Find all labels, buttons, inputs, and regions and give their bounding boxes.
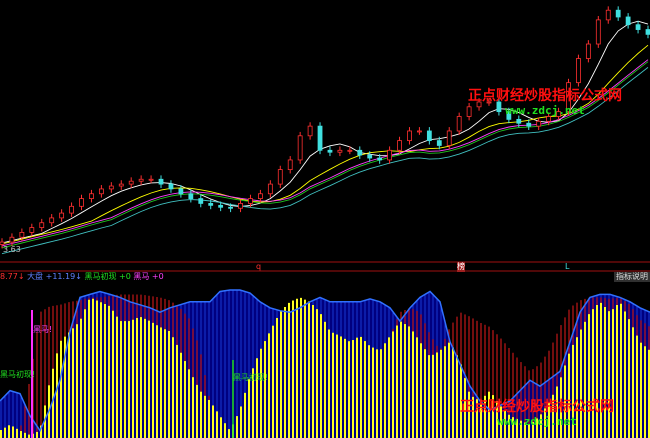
- watermark-en: www.zdcj.net: [497, 415, 577, 428]
- candle-down: [188, 193, 194, 199]
- candle-down: [357, 149, 363, 156]
- candle-up: [29, 227, 35, 233]
- signal-heima: 黑马!: [33, 325, 53, 334]
- price-low-label: 3.63: [3, 245, 21, 254]
- candle-up: [287, 159, 293, 171]
- candle-up: [536, 120, 542, 127]
- candle-down: [615, 9, 621, 18]
- watermark-top: 正点财经炒股指标公式网 www.zdcj.net: [468, 88, 622, 117]
- legend-dapan: 大盘: [27, 272, 44, 281]
- candle-up: [337, 149, 343, 153]
- watermark-bottom: 正点财经炒股指标公式网 www.zdcj.net: [460, 399, 614, 428]
- candle-up: [248, 198, 253, 204]
- candle-up: [257, 193, 263, 199]
- candle-up: [307, 125, 313, 137]
- candle-down: [436, 140, 442, 146]
- candle-down: [218, 204, 224, 208]
- candle-up: [387, 149, 393, 161]
- candle-up: [595, 19, 601, 45]
- candle-up: [605, 9, 611, 21]
- ma60-line: [1, 67, 649, 255]
- candle-up: [407, 130, 412, 142]
- candle-up: [347, 149, 353, 152]
- candle-up: [69, 205, 74, 214]
- candle-up: [576, 58, 581, 84]
- candle-up: [456, 116, 462, 132]
- candle-up: [118, 183, 124, 187]
- candle-up: [466, 106, 472, 117]
- candle-up: [297, 135, 303, 161]
- candle-up: [98, 188, 104, 195]
- watermark-cn: 正点财经炒股指标公式网: [460, 399, 614, 415]
- legend-dapan-value: +11.19↓: [45, 272, 82, 281]
- legend-value: 8.77↓: [0, 272, 25, 281]
- ma10-line: [1, 44, 649, 245]
- candle-down: [317, 125, 323, 151]
- signal-heima-chuxian-1: 黑马初现!: [0, 370, 36, 379]
- watermark-en: www.zdcj.net: [505, 104, 585, 117]
- candle-down: [327, 149, 333, 153]
- candle-up: [49, 217, 55, 224]
- candle-up: [148, 178, 154, 181]
- candle-up: [476, 101, 482, 108]
- candle-up: [138, 178, 144, 182]
- candle-up: [566, 82, 571, 113]
- candle-down: [426, 130, 432, 142]
- indicator-panel: [0, 289, 650, 438]
- candle-down: [526, 122, 532, 127]
- candle-up: [89, 193, 94, 199]
- candle-down: [516, 118, 522, 124]
- candle-down: [178, 188, 184, 195]
- watermark-cn: 正点财经炒股指标公式网: [468, 88, 622, 104]
- marker-q: q: [256, 262, 262, 271]
- candle-up: [9, 236, 15, 243]
- candle-up: [397, 140, 402, 151]
- candle-up: [108, 185, 114, 190]
- candle-down: [377, 157, 383, 161]
- legend-heima-chuxian: 黑马初现: [84, 272, 117, 281]
- ma5-line: [1, 20, 649, 244]
- candle-down: [645, 29, 650, 35]
- candle-up: [417, 130, 422, 133]
- candle-up: [585, 43, 591, 59]
- candle-down: [625, 16, 631, 26]
- candle-down: [158, 178, 164, 185]
- indicator-legend: 8.77↓ 大盘 +11.19↓ 黑马初现 +0 黑马 +0: [0, 272, 164, 282]
- candle-up: [79, 198, 84, 207]
- candle-up: [546, 116, 552, 122]
- candle-up: [556, 111, 561, 117]
- candle-down: [635, 24, 641, 30]
- legend-heima: 黑马: [133, 272, 150, 281]
- candle-up: [19, 231, 25, 238]
- candle-up: [39, 222, 45, 228]
- price-panel: [0, 6, 650, 255]
- indicator-help-button[interactable]: 指标说明: [614, 272, 650, 282]
- candle-down: [367, 154, 373, 159]
- candle-up: [486, 101, 492, 104]
- signal-heima-chuxian-2: 黑马初现!: [233, 373, 269, 382]
- candle-down: [496, 101, 502, 113]
- candle-up: [128, 180, 134, 185]
- blue-line: [0, 289, 650, 433]
- marker-bang: 榜: [457, 262, 465, 272]
- candle-down: [228, 206, 233, 209]
- candle-up: [446, 130, 452, 146]
- legend-heima-chuxian-value: +0: [119, 272, 131, 281]
- legend-heima-value: +0: [151, 272, 164, 281]
- candle-up: [277, 169, 283, 185]
- candle-up: [267, 183, 273, 195]
- candle-up: [59, 212, 65, 219]
- candle-down: [198, 198, 204, 204]
- marker-l: L: [565, 262, 570, 271]
- candle-down: [168, 183, 174, 190]
- candle-down: [506, 111, 512, 120]
- candle-up: [238, 203, 243, 209]
- candle-up: [0, 241, 5, 245]
- candle-down: [208, 203, 214, 206]
